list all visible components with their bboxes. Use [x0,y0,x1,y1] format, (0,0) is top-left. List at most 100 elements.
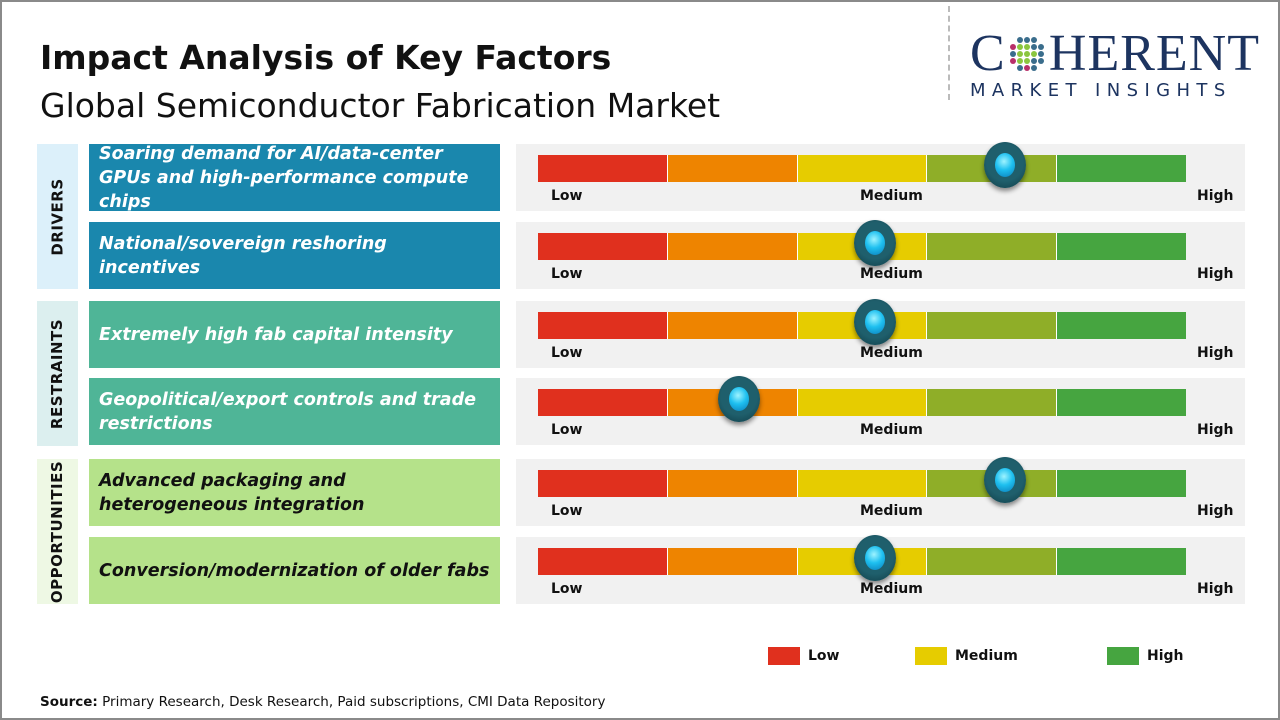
gauge-segment [538,155,668,182]
gauge-bar [538,389,1186,416]
impact-gauge: Low Medium High [516,299,1245,368]
gauge-low-label: Low [551,581,583,597]
gauge-segment [538,233,668,260]
knob-light [864,310,885,334]
factor-label: Conversion/modernization of older fabs [89,537,500,604]
category-label: DRIVERS [48,177,67,256]
legend-medium: Medium [915,647,1018,665]
logo-dot [1038,44,1045,50]
knob-light [864,231,885,255]
legend-label: High [1147,648,1184,664]
legend-low: Low [768,647,839,665]
impact-indicator-knob [853,535,896,581]
gauge-segment [1057,155,1186,182]
knob-light [994,468,1015,492]
logo-dot [1038,58,1045,64]
gauge-medium-label: Medium [860,266,923,282]
gauge-low-label: Low [551,422,583,438]
logo-dot [1017,65,1024,71]
legend-swatch [768,647,800,665]
gauge-bar [538,155,1186,182]
gauge-segment [1057,548,1186,575]
legend-label: Medium [955,648,1018,664]
logo-dot [1031,65,1038,71]
gauge-bar [538,470,1186,497]
logo-dot [1038,37,1044,43]
impact-gauge: Low Medium High [516,142,1245,211]
source-note: Source: Primary Research, Desk Research,… [40,694,605,710]
impact-indicator-knob [717,376,760,422]
category-opportunities: OPPORTUNITIES [37,459,78,604]
gauge-segment [538,548,668,575]
gauge-segment [667,233,798,260]
logo-dot [1031,51,1038,57]
impact-gauge: Low Medium High [516,376,1245,445]
gauge-low-label: Low [551,345,583,361]
gauge-medium-label: Medium [860,188,923,204]
logo-dot [1017,37,1024,43]
gauge-medium-label: Medium [860,503,923,519]
source-label: Source: [40,694,98,710]
gauge-medium-label: Medium [860,581,923,597]
impact-indicator-knob [983,457,1026,503]
logo-dot [1031,37,1038,43]
category-drivers: DRIVERS [37,144,78,289]
gauge-segment [797,389,928,416]
logo-dot [1024,65,1031,71]
divider [948,6,950,100]
gauge-segment [1057,389,1186,416]
factor-label: National/sovereign reshoring incentives [89,222,500,289]
logo-dot [1017,51,1024,57]
knob-light [864,546,885,570]
legend-swatch [915,647,947,665]
gauge-high-label: High [1197,266,1234,282]
factor-label: Extremely high fab capital intensity [89,301,500,368]
logo-dot [1024,51,1031,57]
logo-dot [1024,44,1031,50]
gauge-low-label: Low [551,266,583,282]
category-label: RESTRAINTS [48,318,67,429]
gauge-segment [667,155,798,182]
logo-dot [1010,51,1017,57]
gauge-high-label: High [1197,503,1234,519]
gauge-segment [538,470,668,497]
globe-dots-icon [1008,34,1047,74]
legend-label: Low [808,648,840,664]
gauge-segment [927,312,1058,339]
gauge-high-label: High [1197,581,1234,597]
source-text: Primary Research, Desk Research, Paid su… [97,694,606,710]
gauge-segment [797,155,928,182]
impact-gauge: Low Medium High [516,220,1245,289]
logo-dot [1010,65,1016,71]
logo-dot [1031,58,1038,64]
logo-tagline: MARKET INSIGHTS [970,80,1232,101]
logo-dot [1038,51,1045,57]
gauge-segment [667,470,798,497]
factor-label: Advanced packaging and heterogeneous int… [89,459,500,526]
gauge-low-label: Low [551,188,583,204]
category-label: OPPORTUNITIES [48,460,67,603]
impact-gauge: Low Medium High [516,535,1245,604]
logo-dot [1010,37,1016,43]
page-title: Impact Analysis of Key Factors [40,38,612,77]
gauge-medium-label: Medium [860,345,923,361]
impact-indicator-knob [853,220,896,266]
gauge-segment [1057,233,1186,260]
gauge-segment [667,312,798,339]
impact-indicator-knob [983,142,1026,188]
gauge-segment [927,389,1058,416]
gauge-segment [667,548,798,575]
gauge-low-label: Low [551,503,583,519]
gauge-high-label: High [1197,345,1234,361]
knob-light [994,153,1015,177]
category-restraints: RESTRAINTS [37,301,78,446]
logo-dot [1024,58,1031,64]
gauge-segment [1057,312,1186,339]
logo-dot [1038,65,1044,71]
logo-wordmark: C HERENT [970,25,1260,82]
gauge-bar [538,548,1186,575]
gauge-segment [538,389,668,416]
gauge-segment [927,233,1058,260]
logo-dot [1017,44,1024,50]
